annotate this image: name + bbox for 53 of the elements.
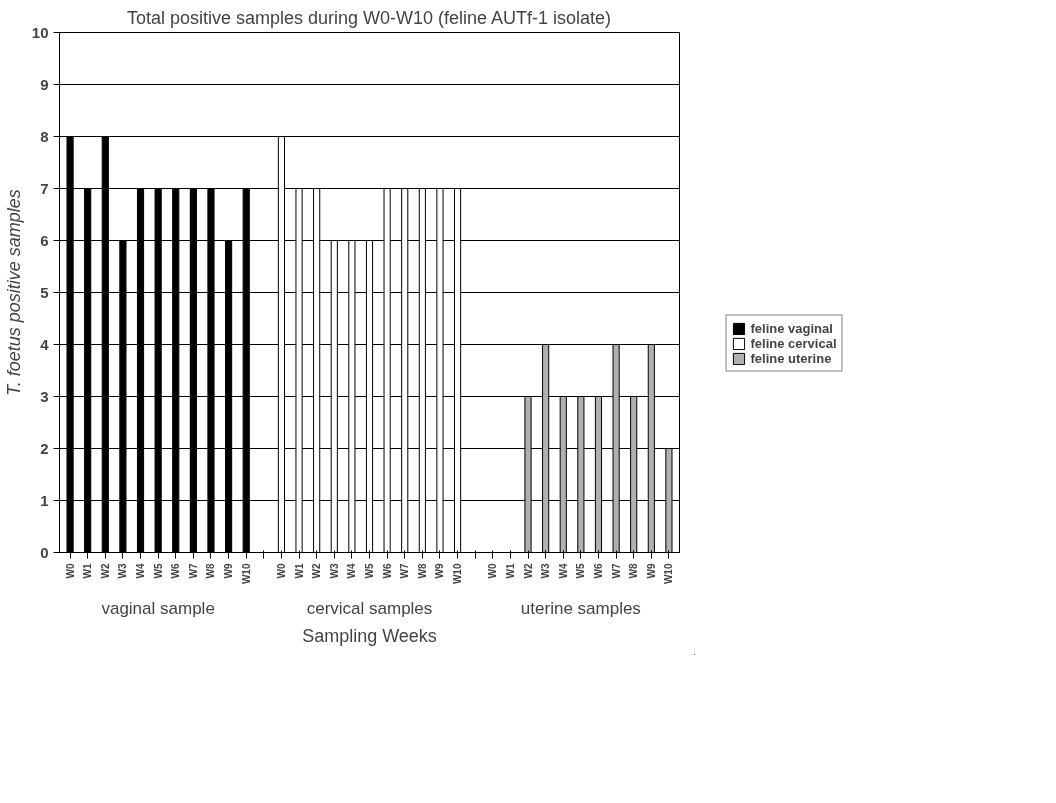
x-tick-label: W2 [311,563,323,579]
x-tick-label: W7 [610,563,622,579]
y-tick-label: 6 [40,231,49,249]
x-tick-label: W8 [628,563,640,579]
x-tick-label: W4 [557,563,569,579]
x-tick-label: W2 [99,563,111,579]
y-tick-label: 3 [40,387,49,405]
x-tick-label: W6 [381,563,393,579]
x-tick-label: W0 [487,563,499,579]
x-tick-label: W5 [152,563,164,579]
x-tick-label: W7 [399,563,411,579]
legend-label: feline cervical [750,335,837,351]
y-tick-label: 1 [40,491,49,509]
x-tick-label: W3 [117,563,129,579]
x-axis-title: Sampling Weeks [302,625,437,646]
x-tick-label: W9 [434,563,446,579]
legend-label: feline vaginal [750,320,833,336]
x-tick-label: W9 [645,563,657,579]
text: uterine samples [520,598,641,618]
x-tick-label: W1 [504,563,516,579]
x-tick-label: W5 [575,563,587,579]
y-tick-label: 2 [40,439,49,457]
text: vaginal sample [101,598,215,618]
y-tick-label: 5 [40,283,49,301]
x-tick-label: W8 [416,563,428,579]
text: cervical samples [306,598,433,618]
y-axis-title: T. foetus positive samples [3,189,24,396]
x-tick-label: W3 [540,563,552,579]
y-tick-label: 0 [40,543,49,561]
chart-title: Total positive samples during W0-W10 (feline AUTf-1 isolate) [126,7,612,28]
legend-label: feline uterine [750,350,832,366]
y-tick-label: 8 [40,127,49,145]
x-tick-label: W10 [663,563,675,585]
x-tick-label: W2 [522,563,534,579]
y-tick-label: 4 [40,335,50,353]
y-tick-label: 9 [40,75,49,93]
x-tick-label: W7 [187,563,199,579]
x-tick-label: W0 [64,563,76,579]
x-tick-label: W1 [82,563,94,579]
x-tick-label: W3 [328,563,340,579]
x-tick-label: W1 [293,563,305,579]
x-tick-label: W10 [240,563,252,585]
x-tick-label: W4 [135,563,147,579]
x-tick-label: W5 [364,563,375,579]
x-tick-label: W9 [223,563,235,579]
y-tick-label: 10 [31,23,49,41]
x-tick-label: W6 [592,563,604,579]
x-tick-label: W6 [170,563,182,579]
x-tick-label: W4 [346,563,358,579]
x-tick-label: W10 [452,563,464,585]
y-tick-label: 7 [40,179,49,197]
x-tick-label: W0 [275,563,287,579]
x-tick-label: W8 [205,563,217,579]
